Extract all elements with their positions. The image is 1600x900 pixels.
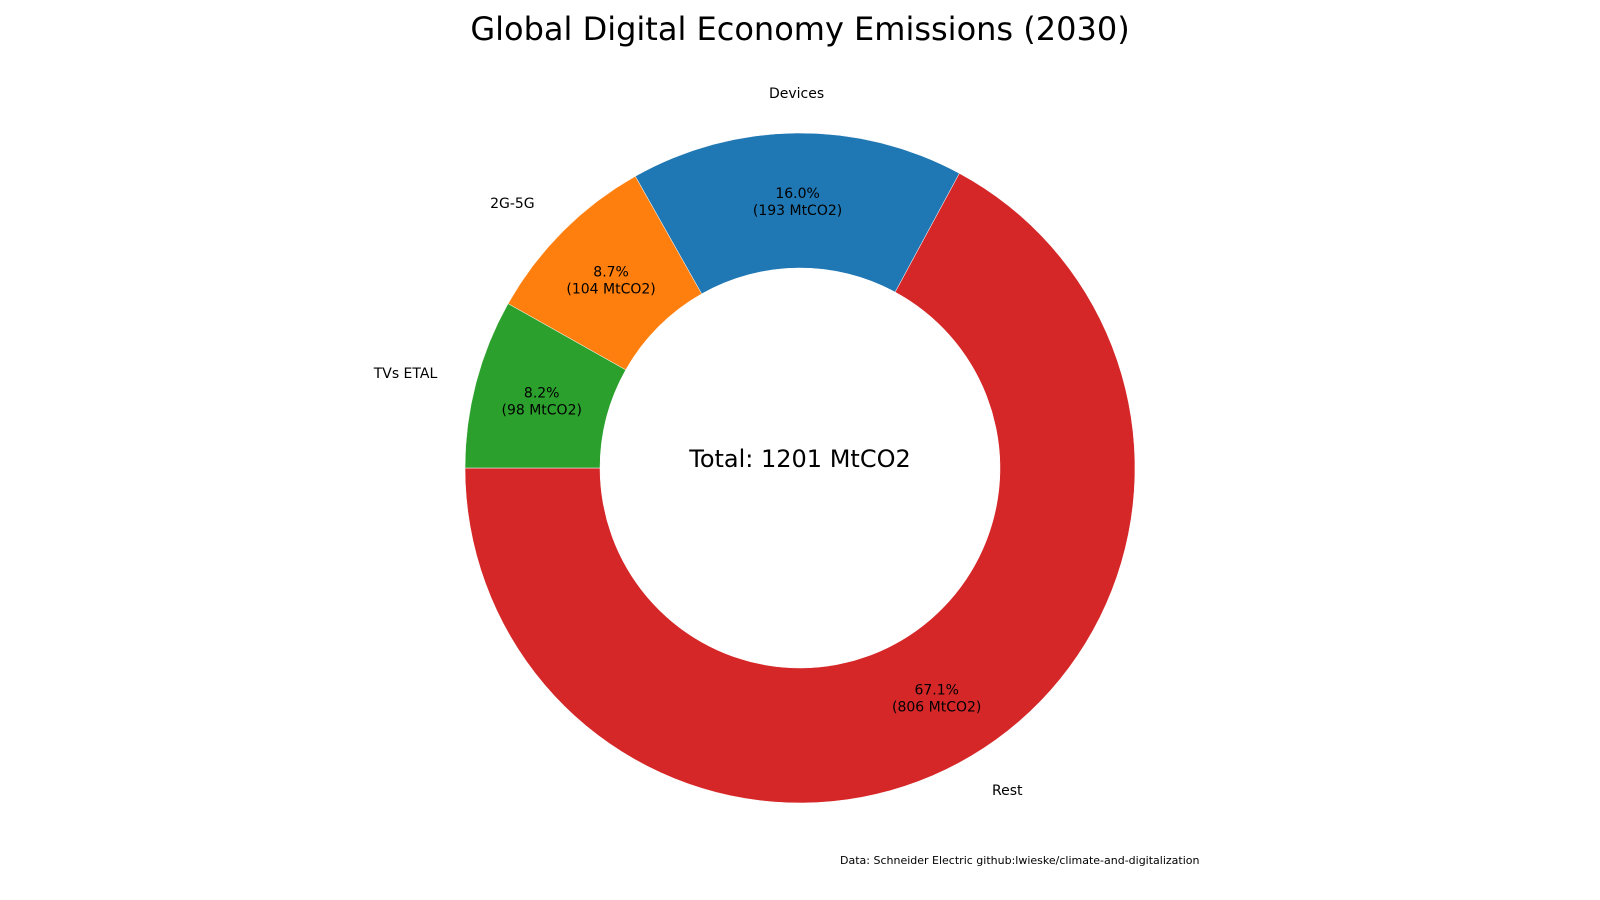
donut-slices xyxy=(464,132,1136,804)
slice-devices xyxy=(634,132,960,295)
slice-value-devices: (193 MtCO2) xyxy=(753,203,842,219)
slice-label-rest: Rest xyxy=(992,783,1023,799)
slice-tvs-etal xyxy=(464,303,627,469)
center-total-label: Total: 1201 MtCO2 xyxy=(688,445,911,473)
slice-value-tvs-etal: (98 MtCO2) xyxy=(501,402,581,418)
slice-label-2g-5g: 2G-5G xyxy=(490,196,535,212)
slice-label-tvs-etal: TVs ETAL xyxy=(373,366,438,382)
chart-title: Global Digital Economy Emissions (2030) xyxy=(470,10,1129,48)
slice-label-devices: Devices xyxy=(769,86,824,102)
slice-value-2g-5g: (104 MtCO2) xyxy=(566,281,655,297)
slice-percent-devices: 16.0% xyxy=(775,186,819,202)
slice-percent-rest: 67.1% xyxy=(914,682,958,698)
slice-rest xyxy=(464,172,1136,804)
slice-value-rest: (806 MtCO2) xyxy=(892,699,981,715)
slice-percent-2g-5g: 8.7% xyxy=(593,264,629,280)
slice-labels: Rest 67.1%(806 MtCO2) Devices 16.0%(193 MtC… xyxy=(373,86,1023,799)
slice-percent-tvs-etal: 8.2% xyxy=(524,385,560,401)
source-credit: Data: Schneider Electric github:lwieske/… xyxy=(840,854,1200,867)
